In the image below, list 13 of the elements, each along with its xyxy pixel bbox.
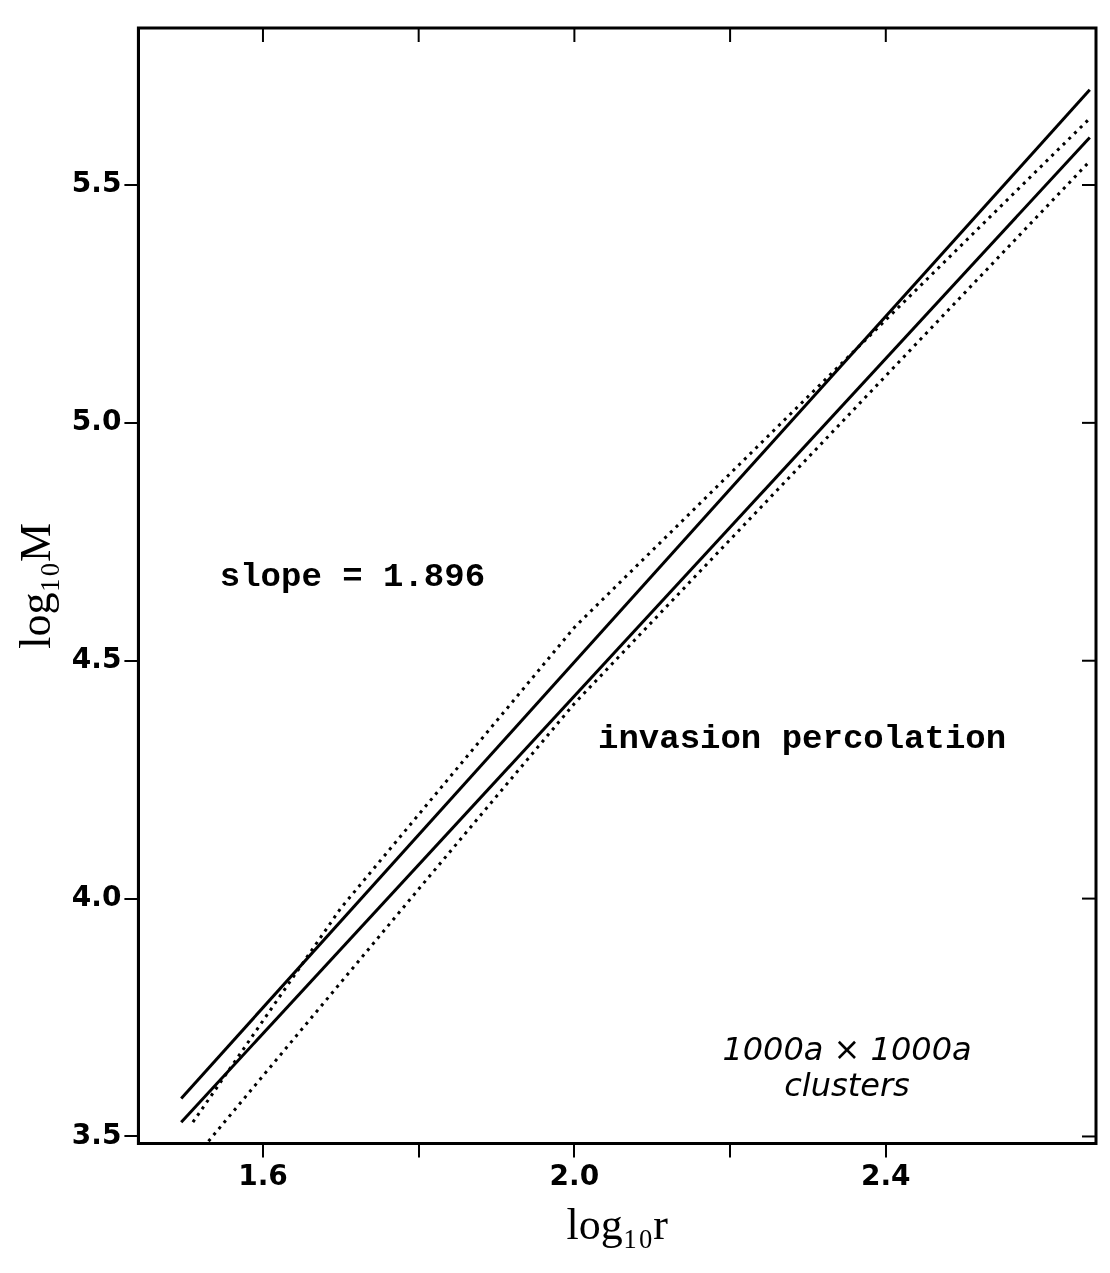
y-tick-label: 4.0 — [71, 879, 122, 913]
annotation: invasion percolation — [598, 719, 1007, 758]
annotation: slope = 1.896 — [219, 557, 486, 596]
y-tick-label: 3.5 — [71, 1117, 122, 1151]
y-tick-label: 5.0 — [71, 404, 122, 438]
x-axis-title: log₁₀r — [566, 1200, 669, 1250]
x-tick-label: 1.6 — [238, 1158, 288, 1192]
x-tick-label: 2.0 — [549, 1158, 600, 1192]
annotation: 1000a × 1000a clusters — [722, 1029, 972, 1104]
y-tick-label: 4.5 — [71, 642, 122, 676]
y-axis-title: log₁₀M — [10, 522, 60, 649]
y-tick-label: 5.5 — [71, 166, 122, 200]
x-tick-label: 2.4 — [860, 1158, 911, 1192]
